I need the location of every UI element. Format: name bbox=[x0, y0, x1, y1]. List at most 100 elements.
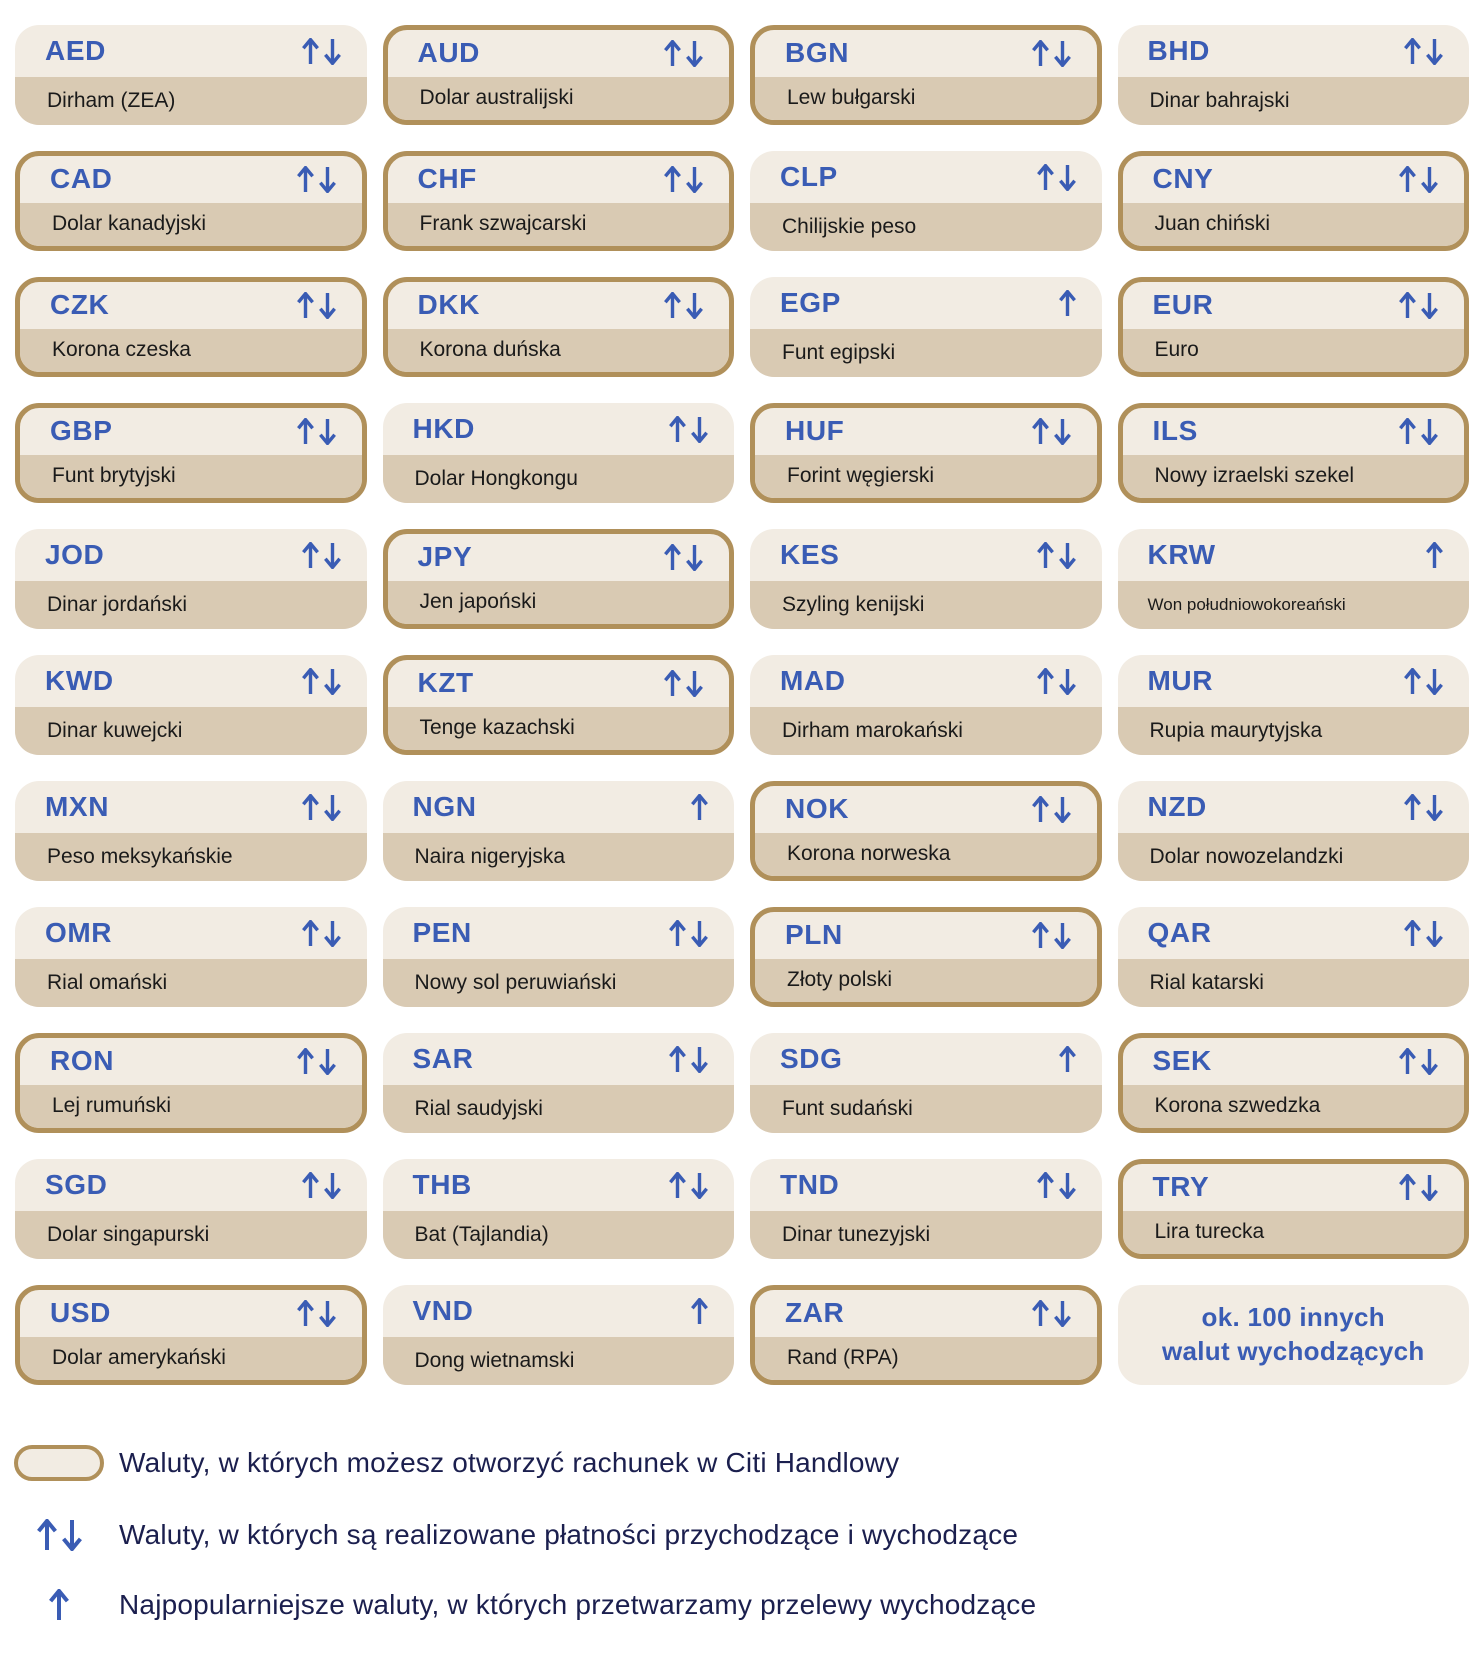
arrows-up-down-icon bbox=[296, 291, 336, 319]
currency-card-header: NGN bbox=[383, 781, 735, 833]
currency-card: TRY Lira turecka bbox=[1117, 1159, 1469, 1259]
arrows-up-down-icon bbox=[664, 543, 703, 571]
currency-code: SAR bbox=[412, 1043, 474, 1074]
currency-code: GBP bbox=[50, 415, 113, 447]
currency-name: Rial omański bbox=[15, 959, 367, 1007]
currency-card-header: EUR bbox=[1123, 282, 1465, 329]
currency-name: Rupia maurytyjska bbox=[1117, 707, 1469, 755]
arrow-up-icon bbox=[1058, 289, 1076, 317]
currency-name: Nowy izraelski szekel bbox=[1122, 454, 1464, 498]
currency-name: Euro bbox=[1122, 328, 1464, 372]
arrows-up-down-icon bbox=[664, 39, 703, 67]
arrows-up-down-icon bbox=[1036, 163, 1076, 191]
account-pill-icon bbox=[14, 1445, 104, 1481]
arrows-up-down-icon bbox=[301, 1171, 341, 1199]
currency-card-header: AED bbox=[15, 25, 367, 77]
currency-code: AUD bbox=[417, 37, 480, 69]
currency-card-header: CHF bbox=[388, 156, 730, 203]
currency-name: Korona czeska bbox=[20, 328, 362, 372]
currency-card: CHF Frank szwajcarski bbox=[382, 151, 734, 251]
arrows-up-down-icon bbox=[669, 1171, 708, 1199]
currency-card: USD Dolar amerykański bbox=[15, 1285, 367, 1385]
currency-card: JOD Dinar jordański bbox=[15, 529, 367, 629]
currency-code: CLP bbox=[780, 161, 838, 192]
currency-card-header: CZK bbox=[20, 282, 362, 329]
currency-card: AUD Dolar australijski bbox=[382, 25, 734, 125]
currency-name: Dinar jordański bbox=[15, 581, 367, 629]
arrows-up-down-icon bbox=[1399, 291, 1438, 319]
arrows-up-down-icon bbox=[669, 415, 708, 443]
currency-code: KZT bbox=[417, 667, 474, 699]
currency-code: QAR bbox=[1147, 917, 1212, 948]
legend: Waluty, w których możesz otworzyć rachun… bbox=[0, 1385, 1484, 1621]
currency-card-header: ILS bbox=[1123, 408, 1465, 455]
currency-name: Lira turecka bbox=[1122, 1210, 1464, 1254]
currency-code: AED bbox=[45, 35, 106, 66]
currency-card-header: QAR bbox=[1118, 907, 1470, 959]
arrows-up-down-icon bbox=[301, 793, 341, 821]
currency-code: TRY bbox=[1152, 1171, 1210, 1203]
currency-code: KWD bbox=[45, 665, 114, 696]
currency-name: Nowy sol peruwiański bbox=[382, 959, 734, 1007]
currency-card: HUF Forint węgierski bbox=[750, 403, 1102, 503]
currency-name: Funt brytyjski bbox=[20, 454, 362, 498]
currency-code: SDG bbox=[780, 1043, 843, 1074]
currency-card-header: KWD bbox=[15, 655, 367, 707]
currency-card: EGP Funt egipski bbox=[750, 277, 1102, 377]
currency-name: Dolar Hongkongu bbox=[382, 455, 734, 503]
currency-card: ZAR Rand (RPA) bbox=[750, 1285, 1102, 1385]
currency-card: NOK Korona norweska bbox=[750, 781, 1102, 881]
currency-card: CLP Chilijskie peso bbox=[750, 151, 1102, 251]
currency-card-header: EGP bbox=[750, 277, 1102, 329]
currency-card-header: HKD bbox=[383, 403, 735, 455]
currency-code: JOD bbox=[45, 539, 105, 570]
currency-card: BHD Dinar bahrajski bbox=[1117, 25, 1470, 125]
currency-name: Jen japoński bbox=[387, 580, 729, 624]
currency-name: Dinar bahrajski bbox=[1117, 77, 1469, 125]
currency-card-header: NZD bbox=[1118, 781, 1470, 833]
currency-code: TND bbox=[780, 1169, 840, 1200]
currency-card: HKD Dolar Hongkongu bbox=[382, 403, 735, 503]
arrows-up-down-icon bbox=[296, 1047, 336, 1075]
currency-name: Forint węgierski bbox=[755, 454, 1097, 498]
arrows-up-down-icon bbox=[301, 37, 341, 65]
currency-card: SDG Funt sudański bbox=[750, 1033, 1102, 1133]
currency-card-header: OMR bbox=[15, 907, 367, 959]
currency-code: NOK bbox=[785, 793, 850, 825]
currency-code: USD bbox=[50, 1297, 111, 1329]
currency-card: MAD Dirham marokański bbox=[750, 655, 1102, 755]
currency-code: CHF bbox=[417, 163, 477, 195]
arrows-up-down-icon bbox=[1031, 921, 1071, 949]
currency-card-header: TND bbox=[750, 1159, 1102, 1211]
currency-code: PEN bbox=[412, 917, 472, 948]
currency-name: Won południowokoreański bbox=[1117, 581, 1469, 629]
currency-code: KRW bbox=[1147, 539, 1216, 570]
currency-card-header: PEN bbox=[383, 907, 735, 959]
arrows-up-down-icon bbox=[664, 669, 703, 697]
legend-row-outgoing: Najpopularniejsze waluty, w których prze… bbox=[13, 1589, 1484, 1621]
currency-card-header: SDG bbox=[750, 1033, 1102, 1085]
currency-card-header: BHD bbox=[1118, 25, 1470, 77]
currency-code: HKD bbox=[412, 413, 475, 444]
currency-code: SGD bbox=[45, 1169, 108, 1200]
currency-card: EUR Euro bbox=[1117, 277, 1469, 377]
currency-name: Dinar tunezyjski bbox=[750, 1211, 1102, 1259]
currency-code: MUR bbox=[1147, 665, 1214, 696]
currency-card: TND Dinar tunezyjski bbox=[750, 1159, 1102, 1259]
arrows-up-down-icon bbox=[1404, 37, 1443, 65]
currency-card-header: KZT bbox=[388, 660, 730, 707]
currency-card: NGN Naira nigeryjska bbox=[382, 781, 735, 881]
arrows-up-down-icon bbox=[301, 541, 341, 569]
currency-code: THB bbox=[412, 1169, 472, 1200]
currency-card-header: JOD bbox=[15, 529, 367, 581]
arrows-up-down-icon bbox=[13, 1519, 105, 1551]
currency-card-header: MAD bbox=[750, 655, 1102, 707]
currency-card-header: ZAR bbox=[755, 1290, 1097, 1337]
currency-name: Peso meksykańskie bbox=[15, 833, 367, 881]
arrows-up-down-icon bbox=[1036, 1171, 1076, 1199]
currency-code: ILS bbox=[1152, 415, 1198, 447]
currency-name: Lew bułgarski bbox=[755, 76, 1097, 120]
arrow-up-icon bbox=[691, 793, 708, 821]
currency-name: Dolar nowozelandzki bbox=[1117, 833, 1469, 881]
currency-card: SEK Korona szwedzka bbox=[1117, 1033, 1469, 1133]
